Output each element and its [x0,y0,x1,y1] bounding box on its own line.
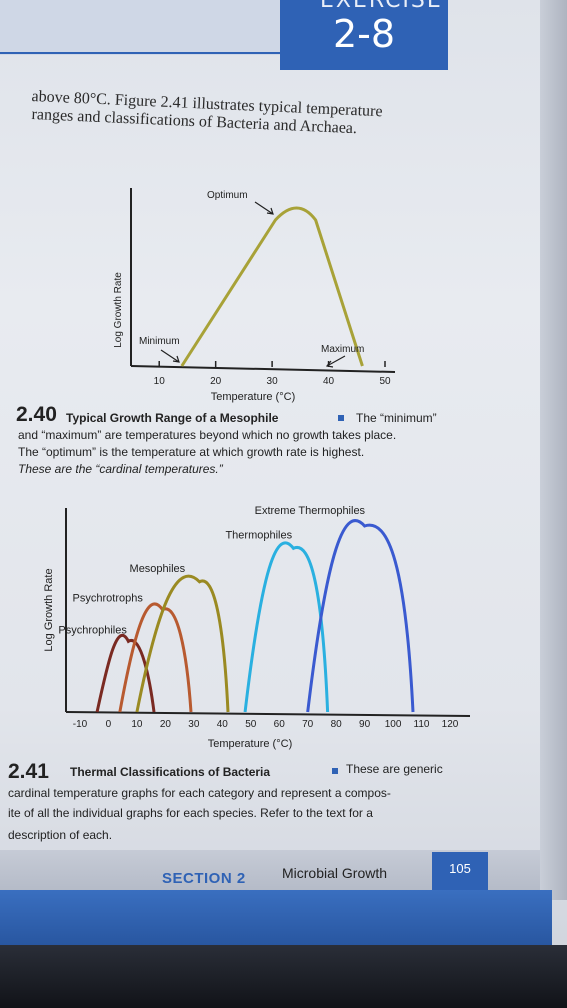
caption-bullet [332,768,338,774]
caption-bullet [338,415,344,421]
caption-text: description of each. [8,828,113,842]
x-axis [65,711,471,717]
section-title: Microbial Growth [282,865,388,881]
caption-text: These are generic [346,762,443,776]
series-curve-thermophiles [243,541,330,713]
series-curve-extreme-thermophiles [306,519,415,713]
x-tick-label: 110 [414,719,430,730]
figure-number: 2.41 [8,760,49,783]
exercise-number: 2-8 [332,12,396,56]
caption-text: The “optimum” is the temperature at whic… [18,445,365,459]
y-axis-label: Log Growth Rate [43,568,55,651]
x-tick-label: 120 [442,719,459,730]
x-tick-label: 10 [154,376,166,387]
x-axis [130,365,396,373]
header-rule [0,52,448,54]
x-tick-label: 40 [323,376,335,387]
maximum-label: Maximum [321,344,364,355]
x-tick-label: 10 [131,719,143,730]
maximum-arrow [325,355,346,368]
page-number: 105 [432,852,488,890]
footer-band [0,890,552,946]
x-tick-label: 0 [106,719,112,730]
caption-text: These are the “cardinal temperatures.” [18,462,223,476]
caption-text: ite of all the individual graphs for eac… [8,806,373,820]
x-tick-label: 20 [210,376,222,387]
series-label: Mesophiles [130,563,186,575]
exercise-word: EXERCISE [320,0,443,13]
x-tick-label: 30 [267,376,279,387]
series-curve-mesophiles [135,574,230,713]
series-curve-psychrophiles [95,633,156,713]
series-label: Psychrotrophs [73,593,144,605]
figure-title: Thermal Classifications of Bacteria [70,765,271,779]
figure-2-41-chart: -10 0 10 20 30 40 50 60 70 80 90 100 110 120 Psychrop… [43,505,471,750]
page-edge [540,0,567,900]
x-tick-label: 40 [217,719,229,730]
top-panel [0,0,280,55]
caption-text: and “maximum” are temperatures beyond wh… [18,428,397,442]
minimum-arrow [160,349,180,363]
exercise-tab: EXERCISE 2-8 [280,0,448,70]
x-axis-label: Temperature (°C) [211,391,295,403]
mesophile-growth-curve [180,206,364,367]
minimum-label: Minimum [139,336,180,347]
x-tick-label: 70 [302,719,314,730]
x-tick-label: 100 [385,719,402,730]
figure-title: Typical Growth Range of a Mesophile [66,411,279,425]
x-tick-label: 20 [160,719,172,730]
x-tick-label: 30 [188,719,200,730]
x-tick-label: -10 [73,719,88,730]
series-label: Psychrophiles [58,624,127,636]
x-axis-label: Temperature (°C) [208,738,292,750]
figure-number: 2.40 [16,403,57,426]
x-tick-label: 80 [331,719,343,730]
x-tick-label: 50 [245,719,257,730]
caption-text: cardinal temperature graphs for each cat… [8,786,391,800]
optimum-arrow [254,201,274,215]
figure-2-40-chart: 10 20 30 40 50 Log Growth Rate Temperature (… [113,188,396,403]
series-label: Thermophiles [225,529,292,541]
optimum-label: Optimum [207,190,248,201]
series-curve-psychrotrophs [118,602,193,713]
x-tick-label: 60 [274,719,286,730]
x-tick-label: 90 [359,719,371,730]
background-surface [0,945,567,1008]
section-label: SECTION 2 [162,870,246,887]
y-axis-label: Log Growth Rate [113,272,124,348]
caption-text: The “minimum” [356,411,437,425]
series-label: Extreme Thermophiles [255,505,366,517]
x-tick-label: 50 [379,376,391,387]
